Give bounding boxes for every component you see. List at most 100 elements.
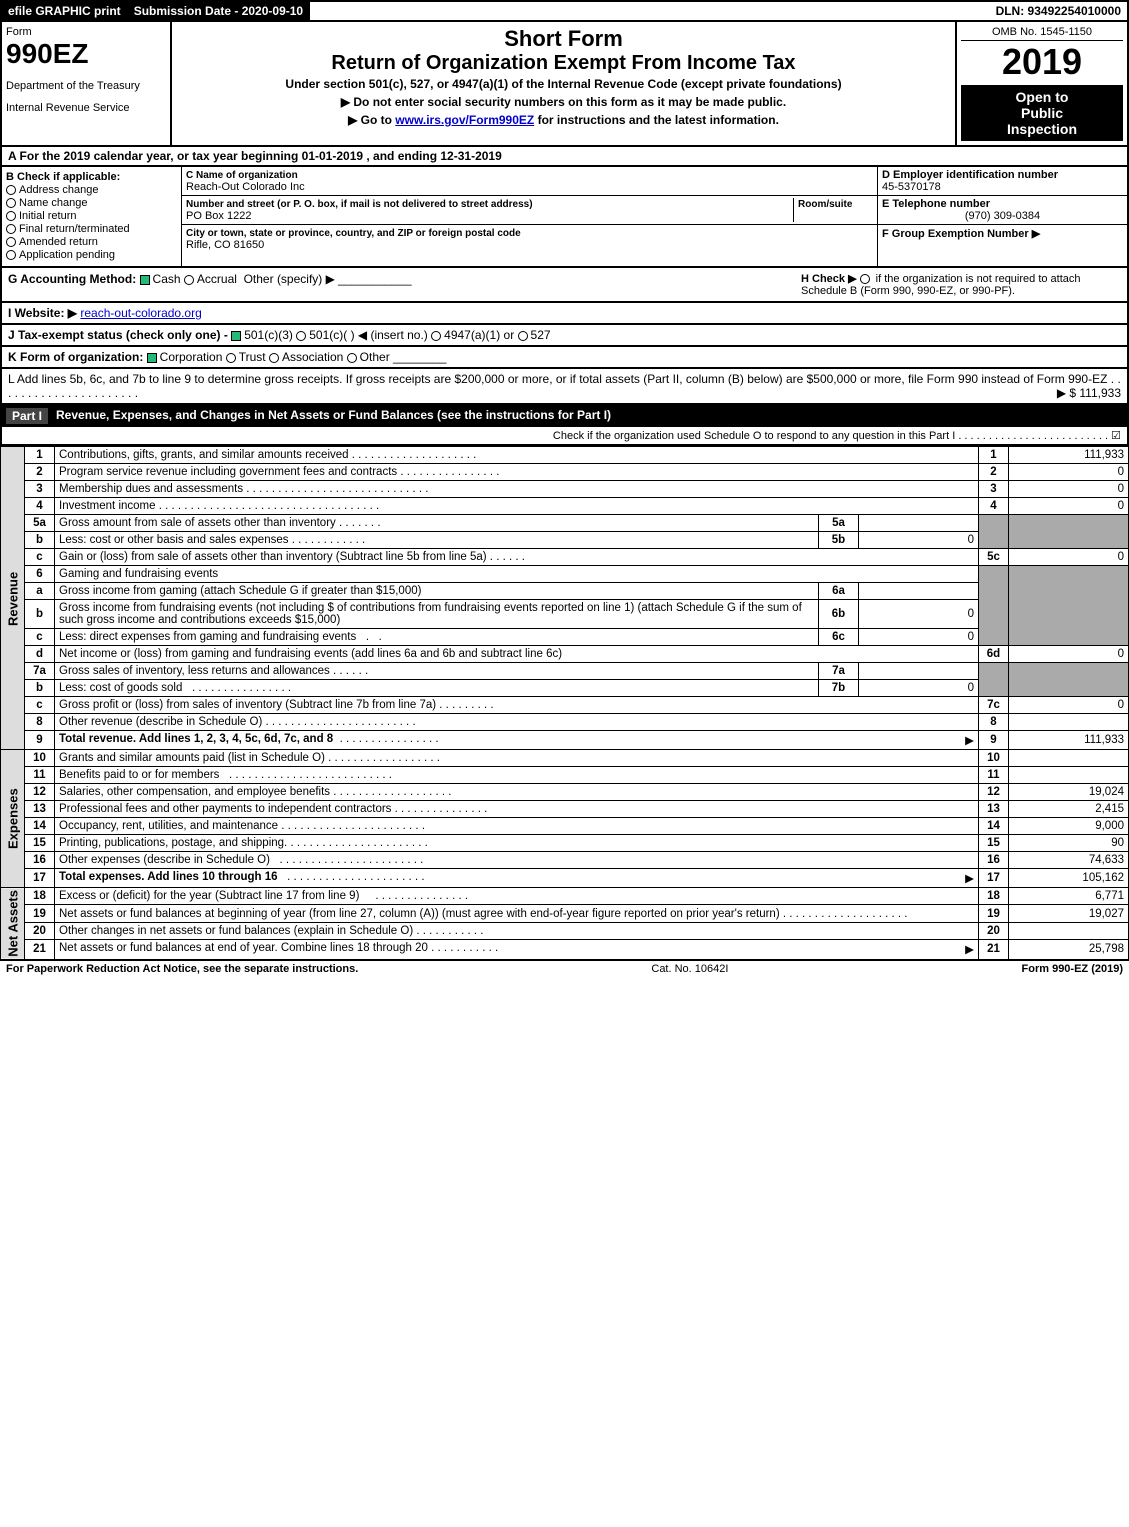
page-footer: For Paperwork Reduction Act Notice, see …: [0, 960, 1129, 977]
g-other-label: Other (specify) ▶: [244, 272, 335, 286]
top-bar: efile GRAPHIC print Submission Date - 20…: [0, 0, 1129, 22]
j-label: J Tax-exempt status (check only one) -: [8, 328, 228, 342]
k-corp: Corporation: [160, 350, 223, 364]
line-18: Net Assets 18Excess or (deficit) for the…: [1, 888, 1129, 905]
line-14: 14Occupancy, rent, utilities, and mainte…: [1, 818, 1129, 835]
website-link[interactable]: reach-out-colorado.org: [80, 306, 201, 320]
city-label: City or town, state or province, country…: [186, 228, 521, 239]
open-1: Open to: [965, 89, 1119, 105]
chk-501c[interactable]: [296, 331, 306, 341]
chk-4947[interactable]: [431, 331, 441, 341]
line-7c: cGross profit or (loss) from sales of in…: [1, 697, 1129, 714]
section-c: C Name of organizationReach-Out Colorado…: [182, 167, 877, 266]
subtitle: Under section 501(c), 527, or 4947(a)(1)…: [178, 77, 949, 91]
chk-address-change[interactable]: Address change: [6, 184, 177, 196]
line-5a: 5aGross amount from sale of assets other…: [1, 515, 1129, 532]
line-5c: cGain or (loss) from sale of assets othe…: [1, 549, 1129, 566]
open-2: Public: [965, 105, 1119, 121]
j-527: 527: [531, 328, 551, 342]
netassets-side-label: Net Assets: [1, 888, 25, 960]
org-name: Reach-Out Colorado Inc: [186, 181, 305, 193]
chk-cash[interactable]: [140, 275, 150, 285]
g-cash-label: Cash: [153, 272, 181, 286]
line-20: 20Other changes in net assets or fund ba…: [1, 922, 1129, 939]
l-amount: ▶ $ 111,933: [1057, 386, 1121, 400]
g-accrual-label: Accrual: [197, 272, 237, 286]
line-9: 9Total revenue. Add lines 1, 2, 3, 4, 5c…: [1, 731, 1129, 750]
chk-application-pending[interactable]: Application pending: [6, 249, 177, 261]
section-i-website: I Website: ▶ reach-out-colorado.org: [0, 303, 1129, 325]
j-501c3: 501(c)(3): [244, 328, 293, 342]
chk-name-change[interactable]: Name change: [6, 197, 177, 209]
part-1-label: Part I: [6, 408, 48, 424]
line-6: 6Gaming and fundraising events: [1, 566, 1129, 583]
line-3: 3Membership dues and assessments . . . .…: [1, 481, 1129, 498]
line-10: Expenses 10Grants and similar amounts pa…: [1, 750, 1129, 767]
goto-pre: ▶ Go to: [348, 113, 395, 127]
org-city: Rifle, CO 81650: [186, 239, 264, 251]
dln: DLN: 93492254010000: [990, 2, 1127, 20]
line-8: 8Other revenue (describe in Schedule O) …: [1, 714, 1129, 731]
line-7a: 7aGross sales of inventory, less returns…: [1, 663, 1129, 680]
k-other: Other: [360, 350, 390, 364]
chk-accrual[interactable]: [184, 275, 194, 285]
header-left: Form 990EZ Department of the Treasury In…: [2, 22, 172, 145]
line-17: 17Total expenses. Add lines 10 through 1…: [1, 869, 1129, 888]
chk-501c3[interactable]: [231, 331, 241, 341]
tax-year: 2019: [961, 41, 1123, 83]
expenses-side-label: Expenses: [1, 750, 25, 888]
form-number: 990EZ: [6, 38, 166, 70]
form-label: Form: [6, 26, 166, 38]
open-3: Inspection: [965, 121, 1119, 137]
submission-date: Submission Date - 2020-09-10: [128, 2, 310, 20]
addr-label: Number and street (or P. O. box, if mail…: [186, 199, 533, 210]
h-label: H Check ▶: [801, 273, 857, 285]
chk-initial-return[interactable]: Initial return: [6, 210, 177, 222]
efile-print[interactable]: efile GRAPHIC print: [2, 2, 128, 20]
c-label: C Name of organization: [186, 170, 298, 181]
chk-other-org[interactable]: [347, 353, 357, 363]
part-1-title: Revenue, Expenses, and Changes in Net As…: [56, 408, 611, 424]
omb-number: OMB No. 1545-1150: [961, 26, 1123, 41]
goto-line: ▶ Go to www.irs.gov/Form990EZ for instru…: [178, 113, 949, 127]
chk-amended-return[interactable]: Amended return: [6, 236, 177, 248]
chk-assoc[interactable]: [269, 353, 279, 363]
footer-cat: Cat. No. 10642I: [358, 963, 1021, 975]
chk-corp[interactable]: [147, 353, 157, 363]
goto-post: for instructions and the latest informat…: [538, 113, 779, 127]
section-a-period: A For the 2019 calendar year, or tax yea…: [0, 147, 1129, 167]
line-6c: cLess: direct expenses from gaming and f…: [1, 629, 1129, 646]
telephone: (970) 309-0384: [882, 210, 1123, 222]
line-4: 4Investment income . . . . . . . . . . .…: [1, 498, 1129, 515]
j-501c: 501(c)( ) ◀ (insert no.): [309, 328, 428, 342]
line-11: 11Benefits paid to or for members . . . …: [1, 767, 1129, 784]
header-mid: Short Form Return of Organization Exempt…: [172, 22, 957, 145]
irs-label: Internal Revenue Service: [6, 102, 166, 114]
line-12: 12Salaries, other compensation, and empl…: [1, 784, 1129, 801]
return-title: Return of Organization Exempt From Incom…: [178, 52, 949, 75]
open-public-badge: Open to Public Inspection: [961, 85, 1123, 141]
section-b: B Check if applicable: Address change Na…: [2, 167, 182, 266]
j-4947: 4947(a)(1) or: [444, 328, 514, 342]
k-assoc: Association: [282, 350, 343, 364]
form-header: Form 990EZ Department of the Treasury In…: [0, 22, 1129, 147]
irs-link[interactable]: www.irs.gov/Form990EZ: [395, 113, 534, 127]
part-1-check-o: Check if the organization used Schedule …: [0, 427, 1129, 446]
chk-527[interactable]: [518, 331, 528, 341]
section-j-status: J Tax-exempt status (check only one) - 5…: [0, 325, 1129, 347]
chk-h[interactable]: [860, 274, 870, 284]
org-address: PO Box 1222: [186, 210, 251, 222]
section-k: K Form of organization: Corporation Trus…: [0, 347, 1129, 369]
chk-final-return[interactable]: Final return/terminated: [6, 223, 177, 235]
line-19: 19Net assets or fund balances at beginni…: [1, 905, 1129, 922]
section-def: D Employer identification number45-53701…: [877, 167, 1127, 266]
line-15: 15Printing, publications, postage, and s…: [1, 835, 1129, 852]
chk-trust[interactable]: [226, 353, 236, 363]
f-label: F Group Exemption Number ▶: [882, 228, 1040, 240]
line-16: 16Other expenses (describe in Schedule O…: [1, 852, 1129, 869]
section-h: H Check ▶ if the organization is not req…: [801, 272, 1121, 297]
l-text: L Add lines 5b, 6c, and 7b to line 9 to …: [8, 372, 1107, 386]
footer-form: Form 990-EZ (2019): [1022, 963, 1123, 975]
d-label: D Employer identification number: [882, 169, 1058, 181]
short-form-title: Short Form: [178, 26, 949, 52]
